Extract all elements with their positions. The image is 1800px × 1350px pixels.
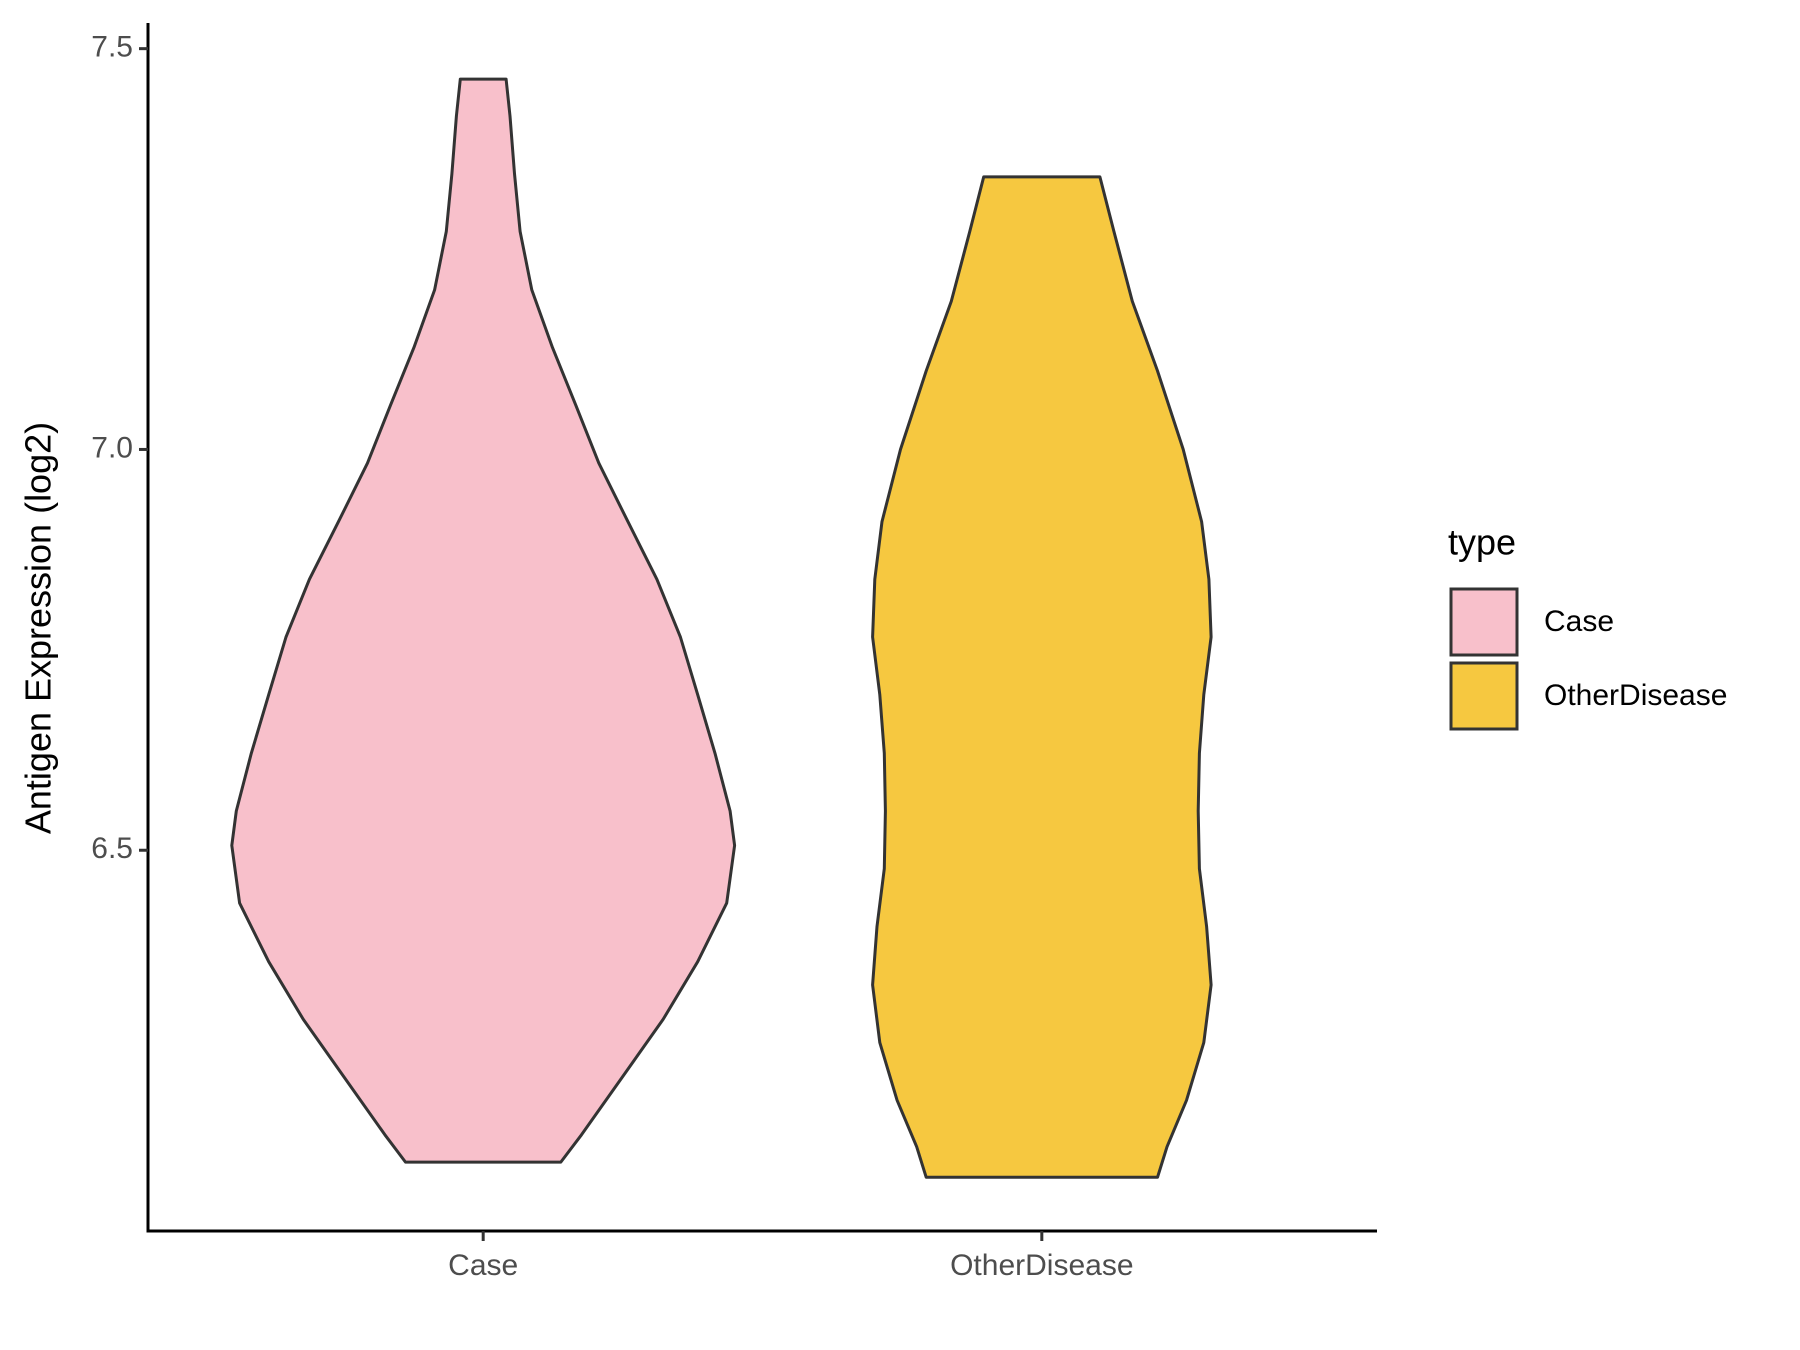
x-tick-label: OtherDisease xyxy=(950,1249,1133,1282)
x-tick-label: Case xyxy=(448,1249,518,1282)
violin xyxy=(230,77,737,1164)
y-tick-label: 7.0 xyxy=(91,431,133,464)
legend-title: type xyxy=(1448,522,1516,563)
y-tick-label: 7.5 xyxy=(91,31,133,64)
y-axis-label: Antigen Expression (log2) xyxy=(18,422,59,834)
legend-key xyxy=(1449,587,1519,657)
legend-key xyxy=(1449,661,1519,731)
legend-label: Case xyxy=(1544,605,1614,638)
y-tick-label: 6.5 xyxy=(91,832,133,865)
violin xyxy=(871,175,1213,1179)
legend-label: OtherDisease xyxy=(1544,679,1727,712)
